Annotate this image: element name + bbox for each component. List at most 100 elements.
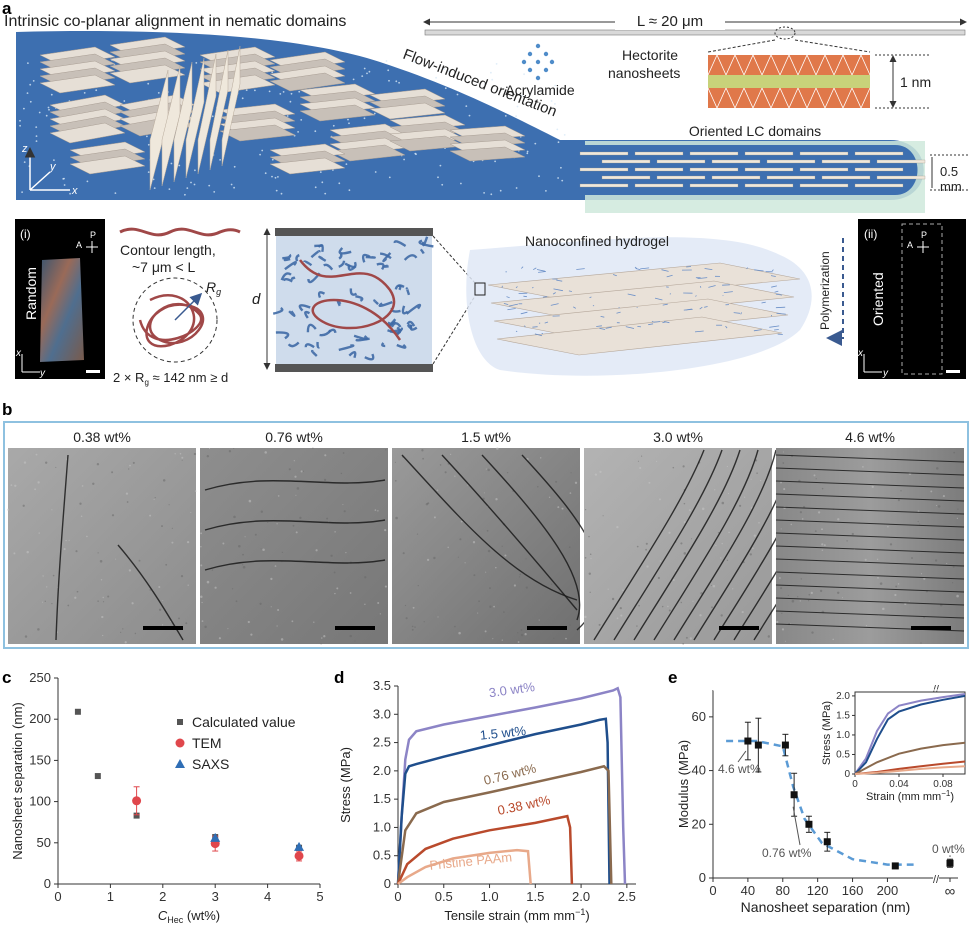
tem-grain: [449, 453, 452, 456]
tem-grain: [484, 630, 487, 633]
tem-grain: [953, 451, 956, 454]
tem-grain: [951, 582, 954, 584]
tem-grain: [946, 562, 948, 565]
tem-grain: [836, 591, 840, 595]
x-tick-label: 5: [316, 889, 323, 904]
octahedron-edge: [797, 87, 817, 109]
acrylamide-dot: [361, 75, 364, 77]
tem-grain: [262, 548, 265, 551]
acrylamide-dot: [213, 191, 216, 193]
tem-grain: [683, 521, 686, 524]
inset-y-axis-label: Stress (MPa): [821, 701, 833, 765]
tem-grain: [720, 614, 723, 617]
panel-e-letter: e: [668, 668, 677, 687]
nanosheet: [269, 157, 346, 175]
tem-grain: [692, 600, 694, 602]
polymer-strand: [304, 343, 315, 349]
tem-grain: [129, 464, 131, 467]
tem-grain: [186, 540, 190, 544]
y-tick-label: 40: [692, 763, 706, 778]
polymer-strand: [284, 261, 297, 271]
nanosheet-edge: [775, 506, 965, 515]
acrylamide-dot: [170, 162, 173, 165]
panel-b-letter: b: [2, 400, 12, 419]
tem-grain: [588, 572, 592, 575]
annotation-0: 0 wt%: [932, 842, 965, 856]
annotation-4-6: 4.6 wt%: [718, 762, 761, 776]
hydrogel-fiber: [753, 329, 762, 332]
legend-marker: [177, 719, 183, 725]
oriented-nanosheet: [601, 159, 651, 164]
acrylamide-dot: [398, 81, 400, 84]
x-tick-label: 2.0: [572, 889, 590, 904]
nanosheet-edge: [204, 519, 386, 531]
acrylamide-dot: [456, 93, 459, 96]
tem-grain: [158, 585, 161, 589]
tem-grain: [464, 562, 466, 564]
acrylamide-dot: [178, 164, 181, 167]
nanosheet: [49, 122, 126, 144]
acrylamide-dot: [147, 143, 150, 146]
nanosheet-vertical: [185, 57, 205, 179]
hydrogel-fiber: [723, 291, 733, 293]
tem-grain: [821, 487, 824, 490]
tem-grain: [412, 606, 415, 609]
acrylamide-dot: [282, 91, 285, 93]
tem-grain: [100, 579, 103, 581]
acrylamide-dot: [26, 92, 29, 94]
acrylamide-dot: [515, 115, 517, 117]
tem-grain: [639, 466, 642, 470]
tem-grain: [162, 479, 166, 482]
tem-grain: [783, 488, 786, 491]
tem-grain: [598, 623, 601, 626]
oriented-axis-y: y: [882, 368, 889, 379]
tem-grain: [900, 490, 902, 492]
x-tick-label: 0: [54, 889, 61, 904]
nanosheet-edge: [673, 449, 777, 641]
y-axis-label: Nanosheet separation (nm): [10, 702, 25, 860]
x-tick-label: 3: [212, 889, 219, 904]
nanosheet-edge: [613, 449, 723, 641]
tem-grain: [813, 474, 816, 477]
tem-grain: [525, 586, 528, 589]
tem-grain: [637, 460, 639, 462]
tem-grain: [120, 631, 122, 634]
tem-grain: [379, 613, 381, 615]
hydrogel-fiber: [699, 286, 702, 288]
data-point-calculated: [94, 773, 101, 780]
x-tick-label: 0: [709, 883, 716, 898]
tem-grain: [501, 545, 503, 547]
tem-grain: [102, 596, 104, 599]
tem-grain: [864, 558, 867, 561]
acrylamide-dot: [168, 188, 171, 191]
random-label: Random: [23, 267, 39, 320]
y-tick-label: 250: [29, 670, 51, 685]
tem-grain: [250, 633, 253, 636]
tem-grain: [513, 584, 516, 587]
nanosheet-edge: [775, 454, 965, 463]
tem-grain: [10, 484, 13, 486]
acrylamide-dot: [468, 114, 471, 117]
hydrogel-fiber: [640, 267, 650, 270]
y-tick-label: 2.0: [373, 763, 391, 778]
hydrogel-fiber: [553, 288, 563, 292]
hydrogel-fiber: [770, 275, 776, 277]
tem-grain: [942, 495, 945, 498]
tem-grain: [732, 457, 734, 459]
tem-grain: [782, 451, 784, 453]
tem-grain: [74, 596, 77, 599]
polymer-strand: [295, 254, 300, 262]
polymer-strand: [355, 295, 364, 302]
y-axis-label: Modulus (MPa): [676, 740, 691, 828]
tem-grain: [711, 606, 713, 609]
tem-grain: [520, 633, 524, 637]
acrylamide-dot: [114, 192, 117, 195]
tem-grain: [641, 455, 643, 457]
oriented-nanosheet: [656, 175, 706, 180]
polymer-strand: [298, 304, 311, 312]
tem-tile: 4.6 wt%: [775, 428, 965, 644]
tem-grain: [589, 591, 591, 593]
axis-y-label: y: [49, 161, 57, 173]
tem-grain: [675, 569, 677, 572]
oriented-panel: (ii) P A Oriented x y: [857, 219, 966, 379]
